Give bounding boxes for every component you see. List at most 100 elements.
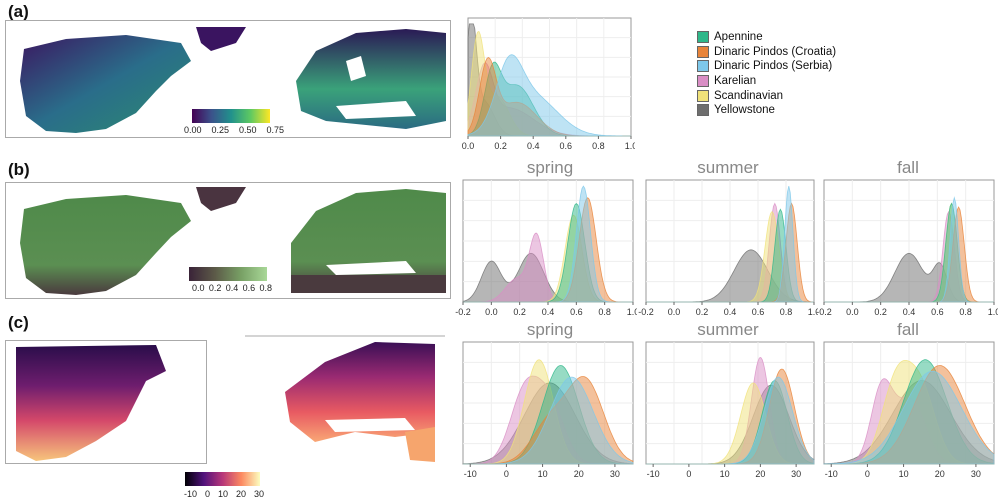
legend: Apennine Dinaric Pindos (Croatia) Dinaric … <box>697 30 836 118</box>
x-tick-label: 20 <box>574 469 584 479</box>
legend-label: Karelian <box>714 75 757 88</box>
north-america-shape <box>20 195 191 295</box>
density-svg: -10 0 10 20 30 <box>462 341 634 479</box>
x-tick-label: 1.0 <box>808 307 818 317</box>
season-title: fall <box>897 158 919 177</box>
x-tick-label: 0 <box>686 469 691 479</box>
season-title: summer <box>697 320 759 339</box>
map-a: 0.00 0.25 0.50 0.75 <box>5 20 451 138</box>
x-tick-label: -10 <box>647 469 660 479</box>
colorbar-a-ticks: 0.00 0.25 0.50 0.75 <box>184 125 284 135</box>
north-america-shape <box>16 345 166 461</box>
legend-item: Yellowstone <box>697 103 836 118</box>
cbar-a-tick: 0.75 <box>266 125 284 135</box>
density-plot-c-spring: -10 0 10 20 30 <box>455 340 637 480</box>
cbar-b-tick: 0.2 <box>208 283 222 293</box>
x-tick-label: 0.4 <box>724 307 737 317</box>
legend-swatch <box>697 31 709 44</box>
x-tick-label: -10 <box>464 469 477 479</box>
legend-label: Scandinavian <box>714 89 784 102</box>
x-tick-label: 10 <box>899 469 909 479</box>
x-tick-label: 0.2 <box>513 307 526 317</box>
x-tick-label: -0.2 <box>455 307 471 317</box>
cbar-b-tick: 0.6 <box>242 283 256 293</box>
density-series-dinaric-pindos-serbia- <box>467 54 631 137</box>
x-tick-label: 0.6 <box>752 307 765 317</box>
x-tick-label: 1.0 <box>627 307 637 317</box>
legend-swatch <box>697 104 709 117</box>
density-plot-a: 0.0 0.2 0.4 0.6 0.8 1.0 <box>460 16 637 152</box>
x-tick-label: -0.2 <box>816 307 832 317</box>
x-tick-label: 0.8 <box>959 307 972 317</box>
cbar-c-tick: 20 <box>235 489 246 499</box>
cbar-b-tick: 0.8 <box>259 283 272 293</box>
density-plot-b-spring: -0.2 0.0 0.2 0.4 0.6 0.8 1.0 <box>455 178 639 318</box>
x-tick-label: 20 <box>935 469 945 479</box>
x-tick-label: 0.8 <box>592 141 605 151</box>
europe-shape <box>296 29 446 129</box>
legend-label: Dinaric Pindos (Serbia) <box>714 60 833 73</box>
x-tick-label: 10 <box>538 469 548 479</box>
x-tick-label: 0.2 <box>874 307 887 317</box>
x-tick-label: 0 <box>865 469 870 479</box>
panel-label-a: (a) <box>8 2 29 21</box>
x-tick-label: 0 <box>504 469 509 479</box>
x-tick-label: -0.2 <box>638 307 654 317</box>
density-plot-c-fall: -10 0 10 20 30 <box>816 340 998 480</box>
season-title: spring <box>526 158 574 177</box>
baltic-water <box>346 56 366 81</box>
map-c-eu-svg <box>245 335 445 462</box>
legend-swatch <box>697 89 709 102</box>
density-svg: -0.2 0.0 0.2 0.4 0.6 0.8 1.0 <box>638 179 820 317</box>
cbar-c-tick: 10 <box>217 489 228 499</box>
season-title: fall <box>897 320 919 339</box>
panel-label-b: (b) <box>8 160 30 179</box>
x-tick-label: 1.0 <box>988 307 998 317</box>
map-c-na-svg <box>16 345 166 461</box>
density-svg: -0.2 0.0 0.2 0.4 0.6 0.8 1.0 <box>455 179 639 317</box>
x-tick-label: 0.4 <box>527 141 540 151</box>
cbar-c-tick: 0 <box>204 489 210 499</box>
med-water <box>326 261 416 275</box>
density-plot-c-summer: -10 0 10 20 30 <box>638 340 818 480</box>
colorbar-a <box>192 109 270 123</box>
legend-item: Apennine <box>697 30 836 45</box>
season-title: spring <box>526 320 574 339</box>
legend-label: Dinaric Pindos (Croatia) <box>714 45 837 58</box>
x-tick-label: 30 <box>791 469 801 479</box>
med-water <box>325 418 415 432</box>
cbar-a-tick: 0.50 <box>238 125 257 135</box>
x-tick-label: 30 <box>971 469 981 479</box>
x-tick-label: 1.0 <box>625 141 635 151</box>
x-tick-label: 0.6 <box>570 307 583 317</box>
colorbar-b <box>189 267 267 281</box>
legend-swatch <box>697 45 709 58</box>
north-america-shape <box>20 35 191 133</box>
europe-shape <box>285 342 435 442</box>
greenland-shape <box>196 187 246 211</box>
colorbar-b-ticks: 0.0 0.2 0.4 0.6 0.8 <box>192 283 272 293</box>
legend-item: Scandinavian <box>697 88 836 103</box>
colorbar-c <box>185 472 260 486</box>
panel-label-c: (c) <box>8 313 29 332</box>
x-tick-label: 0.0 <box>485 307 498 317</box>
legend-label: Yellowstone <box>714 104 775 117</box>
x-tick-label: 0.4 <box>542 307 555 317</box>
x-tick-label: 0.8 <box>780 307 793 317</box>
x-tick-label: 0.2 <box>696 307 709 317</box>
x-tick-label: 0.0 <box>462 141 475 151</box>
legend-item: Dinaric Pindos (Croatia) <box>697 45 836 60</box>
density-svg: -10 0 10 20 30 <box>823 341 995 479</box>
map-c-europe <box>245 332 445 467</box>
map-b: 0.0 0.2 0.4 0.6 0.8 <box>5 182 451 299</box>
north-africa-shape <box>291 275 446 293</box>
x-tick-label: 0.6 <box>560 141 573 151</box>
middle-east-shape <box>405 427 435 462</box>
x-tick-label: 0.8 <box>598 307 611 317</box>
x-tick-label: 0.2 <box>494 141 507 151</box>
cbar-a-tick: 0.25 <box>211 125 230 135</box>
legend-item: Dinaric Pindos (Serbia) <box>697 59 836 74</box>
density-plot-b-summer: -0.2 0.0 0.2 0.4 0.6 0.8 1.0 <box>638 178 820 318</box>
x-tick-label: 0.4 <box>903 307 916 317</box>
season-title: summer <box>697 158 759 177</box>
